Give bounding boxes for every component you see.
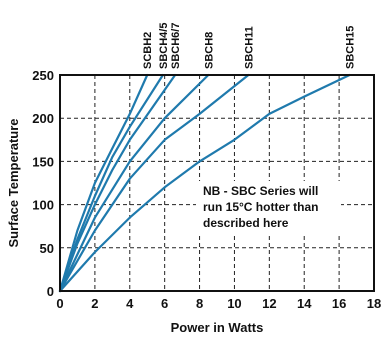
x-tick-label: 2	[91, 296, 98, 311]
note-line-3: described here	[203, 216, 289, 230]
x-tick-label: 6	[161, 296, 168, 311]
plot-frame	[59, 74, 375, 292]
x-tick-label: 18	[367, 296, 381, 311]
note-line-2: run 15°C hotter than	[203, 200, 318, 214]
y-tick-labels: 0 50 100 150 200 250	[32, 68, 54, 299]
note-box: NB - SBC Series will run 15°C hotter tha…	[196, 181, 341, 233]
series-label: SBCH11	[243, 26, 255, 69]
y-tick-label: 100	[32, 198, 54, 213]
x-tick-label: 12	[262, 296, 276, 311]
y-tick-label: 150	[32, 154, 54, 169]
series-line-sbch15	[58, 73, 351, 293]
note-line-1: NB - SBC Series will	[203, 184, 318, 198]
series-label: SBCH4/5	[158, 23, 170, 69]
x-tick-label: 4	[126, 296, 134, 311]
series-line-sbch4-5	[58, 73, 164, 293]
series-label: SBCH15	[345, 26, 357, 69]
x-tick-label: 10	[227, 296, 241, 311]
series-line-scbh2	[58, 73, 149, 293]
y-tick-label: 200	[32, 111, 54, 126]
series-lines	[58, 73, 351, 293]
x-tick-label: 8	[196, 296, 203, 311]
note-background	[196, 181, 341, 233]
y-axis-title: Surface Temperature	[6, 118, 21, 247]
series-line-sbch11	[58, 73, 250, 293]
series-label: SCBH2	[142, 32, 154, 69]
y-tick-label: 250	[32, 68, 54, 83]
axes	[59, 74, 375, 292]
x-tick-labels: 0 2 4 6 8 10 12 14 16 18	[56, 296, 381, 311]
x-tick-label: 16	[332, 296, 346, 311]
x-axis-title: Power in Watts	[171, 320, 264, 335]
y-tick-label: 0	[47, 284, 54, 299]
y-tick-label: 50	[40, 241, 54, 256]
series-labels: SCBH2 SBCH4/5 SBCH6/7 SBCH8 SBCH11 SBCH15	[142, 23, 356, 69]
x-tick-label: 14	[297, 296, 312, 311]
series-line-sbch6-7	[58, 73, 177, 293]
x-tick-label: 0	[56, 296, 63, 311]
series-label: SBCH6/7	[170, 23, 182, 69]
series-line-sbch8	[58, 73, 210, 293]
series-label: SBCH8	[203, 32, 215, 69]
